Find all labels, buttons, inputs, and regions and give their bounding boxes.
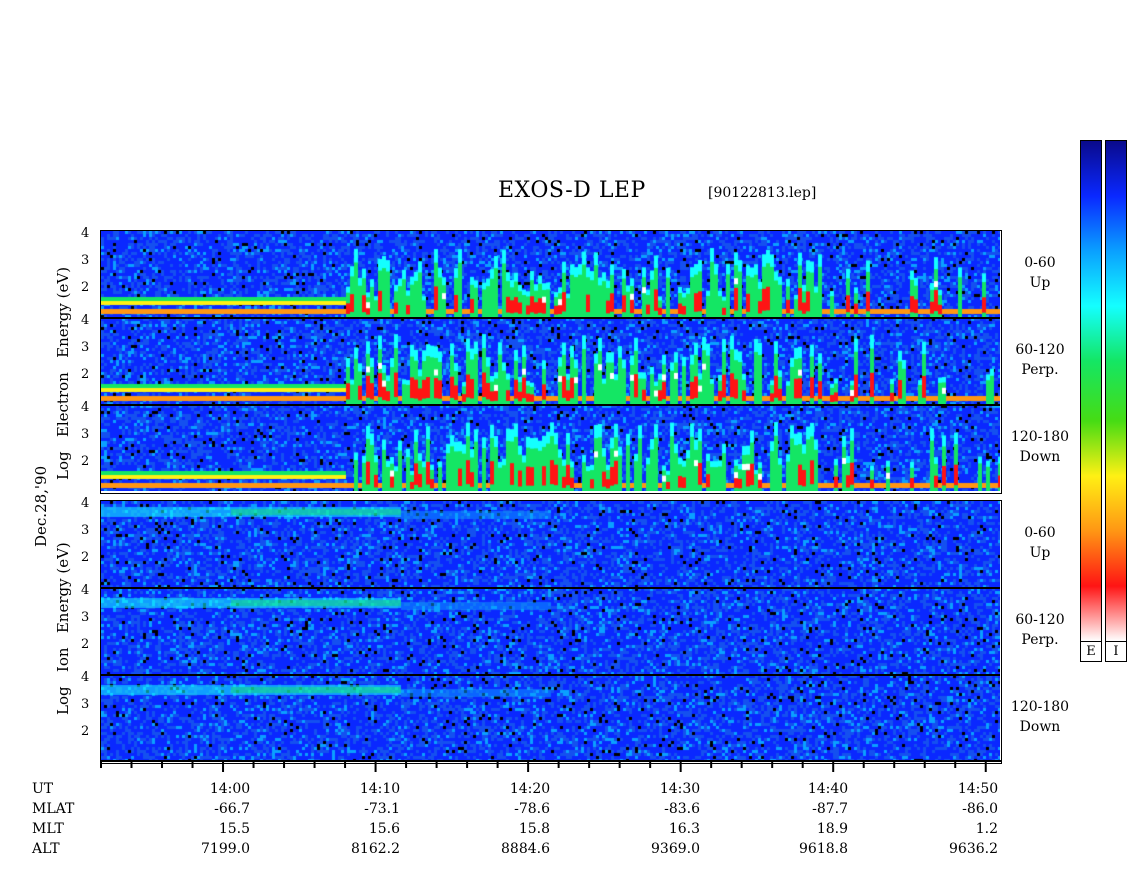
colorbar-ion bbox=[1105, 140, 1127, 642]
direction-label: Perp. bbox=[1021, 362, 1059, 378]
panel-label-electron-perp: 60-120 Perp. bbox=[1005, 340, 1075, 380]
ephemeris-value: -73.1 bbox=[364, 801, 400, 817]
ephemeris-value: 7199.0 bbox=[201, 841, 250, 857]
panel-separator-2 bbox=[100, 587, 1000, 589]
ion-axis-label: Log Ion Energy (eV) bbox=[54, 542, 72, 715]
energy-tick-label: 4 bbox=[81, 496, 90, 511]
ephemeris-value: 14:30 bbox=[659, 781, 701, 797]
electron-axis-label: Log Electron Energy (eV) bbox=[54, 266, 72, 480]
ephemeris-value: -78.6 bbox=[514, 801, 550, 817]
direction-label: Up bbox=[1029, 275, 1051, 291]
energy-tick-label: 3 bbox=[81, 340, 90, 355]
colorbar-electron bbox=[1080, 140, 1102, 642]
spectrogram-electron-down bbox=[101, 405, 1000, 491]
ephemeris-value: 18.9 bbox=[816, 821, 848, 837]
energy-tick-label: 3 bbox=[81, 427, 90, 442]
ephemeris-value: -87.7 bbox=[812, 801, 848, 817]
spectrogram-electron-perp bbox=[101, 318, 1000, 404]
spectrogram-electron-up bbox=[101, 231, 1000, 317]
panel-separator-3 bbox=[100, 674, 1000, 676]
ephemeris-value: 1.2 bbox=[975, 821, 998, 837]
direction-label: Down bbox=[1019, 719, 1061, 735]
energy-tick-label: 2 bbox=[81, 550, 90, 565]
ephemeris-value: -83.6 bbox=[664, 801, 700, 817]
energy-tick-label: 3 bbox=[81, 253, 90, 268]
ephemeris-label-mlt: MLT bbox=[32, 821, 64, 837]
ephemeris-label-ut: UT bbox=[32, 781, 54, 797]
ephemeris-label-alt: ALT bbox=[32, 841, 60, 857]
ephemeris-label-mlat: MLAT bbox=[32, 801, 75, 817]
energy-tick-label: 4 bbox=[81, 670, 90, 685]
ephemeris-value: 16.3 bbox=[668, 821, 700, 837]
panel-label-ion-down: 120-180 Down bbox=[1005, 697, 1075, 737]
ephemeris-value: 15.6 bbox=[368, 821, 400, 837]
direction-label: Up bbox=[1029, 545, 1051, 561]
panel-label-ion-perp: 60-120 Perp. bbox=[1005, 610, 1075, 650]
colorbar-electron-label: E bbox=[1080, 641, 1102, 662]
energy-tick-label: 2 bbox=[81, 637, 90, 652]
ephemeris-value: -66.7 bbox=[214, 801, 250, 817]
file-name: [90122813.lep] bbox=[708, 185, 817, 201]
time-axis-ticks bbox=[100, 761, 987, 772]
pitch-angle-label: 0-60 bbox=[1024, 255, 1056, 271]
pitch-angle-label: 0-60 bbox=[1024, 525, 1056, 541]
ephemeris-value: 9618.8 bbox=[799, 841, 848, 857]
spectrogram-ion-up bbox=[101, 501, 1000, 587]
ephemeris-value: 14:10 bbox=[359, 781, 401, 797]
ephemeris-value: 8884.6 bbox=[501, 841, 550, 857]
energy-tick-label: 4 bbox=[81, 313, 90, 328]
spectrogram-ion-down bbox=[101, 675, 1000, 761]
ion-frame bbox=[100, 500, 1002, 764]
pitch-angle-label: 60-120 bbox=[1015, 612, 1065, 628]
panel-label-ion-up: 0-60 Up bbox=[1005, 523, 1075, 563]
ephemeris-value: 14:50 bbox=[957, 781, 999, 797]
pitch-angle-label: 120-180 bbox=[1010, 429, 1070, 445]
ephemeris-value: 8162.2 bbox=[351, 841, 400, 857]
energy-tick-label: 4 bbox=[81, 400, 90, 415]
ephemeris-value: 9636.2 bbox=[949, 841, 998, 857]
energy-tick-label: 3 bbox=[81, 523, 90, 538]
energy-tick-label: 2 bbox=[81, 454, 90, 469]
direction-label: Down bbox=[1019, 449, 1061, 465]
energy-tick-label: 3 bbox=[81, 697, 90, 712]
energy-tick-label: 3 bbox=[81, 610, 90, 625]
colorbar-ion-label: I bbox=[1105, 641, 1127, 662]
ephemeris-value: 14:00 bbox=[209, 781, 251, 797]
panel-label-electron-down: 120-180 Down bbox=[1005, 427, 1075, 467]
ephemeris-value: 15.5 bbox=[218, 821, 250, 837]
pitch-angle-label: 120-180 bbox=[1010, 699, 1070, 715]
energy-tick-label: 2 bbox=[81, 280, 90, 295]
electron-frame bbox=[100, 230, 1002, 494]
ephemeris-value: 15.8 bbox=[518, 821, 550, 837]
spectrogram-ion-perp bbox=[101, 588, 1000, 674]
ephemeris-value: 9369.0 bbox=[651, 841, 700, 857]
direction-label: Perp. bbox=[1021, 632, 1059, 648]
ephemeris-value: 14:40 bbox=[807, 781, 849, 797]
energy-tick-label: 2 bbox=[81, 724, 90, 739]
panel-label-electron-up: 0-60 Up bbox=[1005, 253, 1075, 293]
pitch-angle-label: 60-120 bbox=[1015, 342, 1065, 358]
energy-tick-label: 4 bbox=[81, 226, 90, 241]
time-axis bbox=[100, 760, 1001, 772]
panel-separator-1 bbox=[100, 404, 1000, 406]
energy-tick-label: 2 bbox=[81, 367, 90, 382]
date-label: Dec.28,'90 bbox=[32, 465, 50, 547]
energy-tick-label: 4 bbox=[81, 583, 90, 598]
ephemeris-value: -86.0 bbox=[962, 801, 998, 817]
panel-separator-0 bbox=[100, 317, 1000, 319]
chart-title: EXOS-D LEP bbox=[498, 178, 646, 203]
ephemeris-value: 14:20 bbox=[509, 781, 551, 797]
